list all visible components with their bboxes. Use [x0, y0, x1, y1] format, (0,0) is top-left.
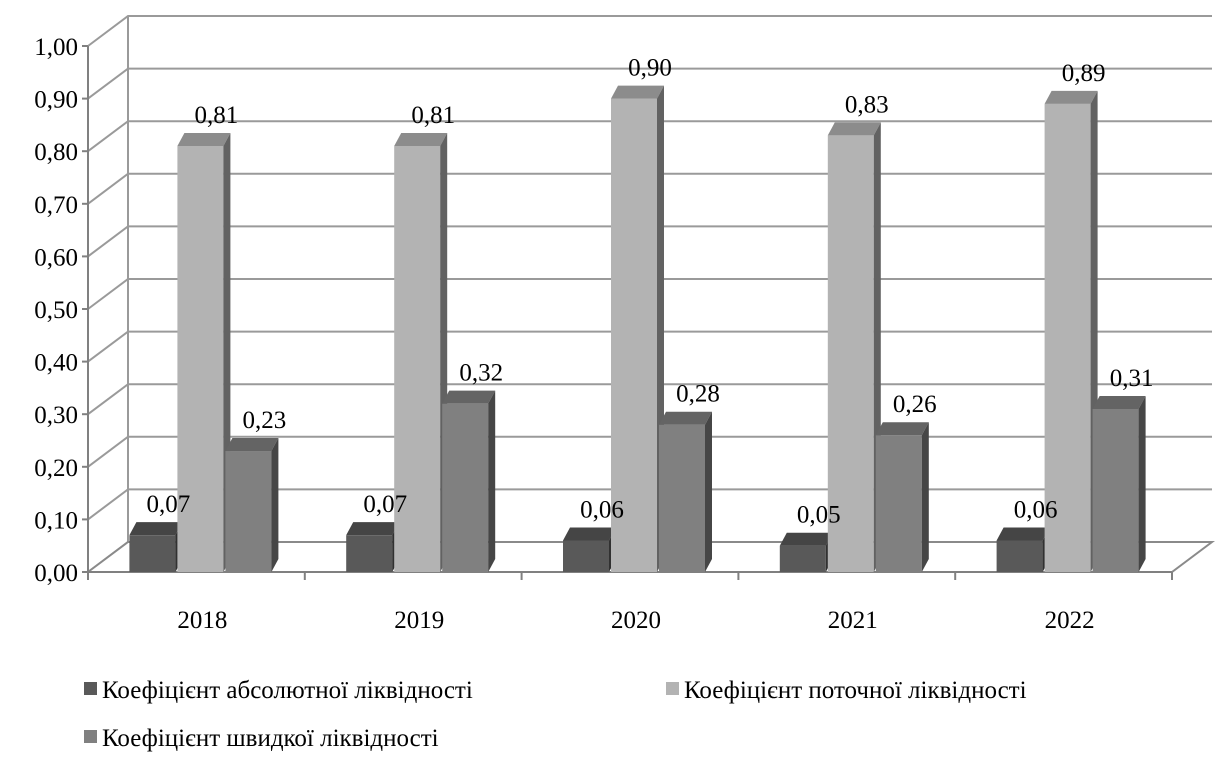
data-label: 0,81	[195, 102, 239, 129]
data-label: 0,07	[147, 491, 191, 518]
bar-front	[177, 145, 224, 572]
bar-top	[1044, 90, 1098, 104]
y-tick-label: 0,80	[34, 139, 78, 166]
y-tick-label: 1,00	[34, 34, 78, 61]
y-tick-label: 0,60	[34, 244, 78, 271]
bar-top	[177, 132, 231, 146]
bar-top	[442, 390, 496, 404]
data-label: 0,31	[1110, 365, 1154, 392]
bar-front	[346, 535, 393, 572]
bar	[611, 85, 664, 572]
bar-front	[827, 135, 874, 573]
bar-front	[394, 145, 441, 572]
bar-side	[921, 422, 929, 572]
bar	[1044, 90, 1098, 573]
bar-top	[779, 532, 833, 546]
bar-front	[611, 98, 657, 572]
x-tick-label: 2022	[1045, 607, 1095, 634]
data-label: 0,83	[845, 91, 889, 118]
legend-swatch	[84, 682, 97, 695]
bar-side	[705, 411, 712, 572]
bar-top	[827, 122, 881, 136]
bar-top	[611, 85, 664, 99]
bar-front	[1044, 103, 1091, 573]
data-label: 0,26	[893, 391, 937, 418]
bar-front	[225, 451, 272, 572]
bar-front	[563, 540, 609, 572]
bar-front	[1092, 408, 1139, 572]
data-label: 0,28	[676, 381, 720, 408]
data-label: 0,06	[1014, 496, 1058, 523]
bar-top	[875, 422, 929, 436]
bar-front	[129, 535, 176, 572]
y-tick-label: 0,90	[34, 87, 78, 114]
bar-front	[442, 403, 489, 572]
bar	[779, 532, 833, 572]
bar	[346, 522, 400, 572]
legend-entry: Коефіцієнт абсолютної ліквідності	[84, 677, 473, 704]
legend: Коефіцієнт абсолютної ліквідності Коефіці…	[84, 677, 1027, 752]
bar	[875, 422, 929, 572]
legend-label: Коефіцієнт швидкої ліквідності	[102, 725, 439, 752]
data-label: 0,90	[628, 55, 672, 82]
bar-top	[225, 438, 279, 452]
bars	[129, 85, 1146, 573]
legend-label: Коефіцієнт абсолютної ліквідності	[102, 677, 473, 704]
bar-front	[875, 435, 922, 572]
x-tick-label: 2018	[177, 607, 227, 634]
data-label: 0,05	[797, 502, 841, 529]
x-tick-label: 2021	[828, 607, 878, 634]
bar-front	[996, 540, 1043, 572]
bar-top	[563, 527, 616, 541]
data-labels: 0,07 0,81 0,23 0,07 0,81 0,32 0,06 0,90 0,28 0,05…	[147, 55, 1154, 529]
bar-front	[659, 424, 705, 572]
y-tick-label: 0,00	[34, 560, 78, 587]
bar	[177, 132, 231, 572]
legend-label: Коефіцієнт поточної ліквідності	[684, 677, 1027, 704]
y-tick-label: 0,30	[34, 402, 78, 429]
data-label: 0,23	[243, 407, 287, 434]
bar-side	[271, 438, 279, 572]
y-tick-label: 0,50	[34, 297, 78, 324]
x-tick-label: 2020	[611, 607, 661, 634]
gridline	[87, 15, 1212, 47]
bar-side	[1138, 395, 1146, 572]
bar-top	[394, 132, 448, 146]
y-tick-label: 0,70	[34, 192, 78, 219]
x-tick-label: 2019	[394, 607, 444, 634]
bar-front	[779, 545, 826, 572]
bar-top	[1092, 395, 1146, 409]
data-label: 0,07	[363, 491, 407, 518]
bar	[129, 522, 183, 572]
bar-top	[996, 527, 1050, 541]
data-label: 0,32	[459, 360, 503, 387]
bar	[442, 390, 496, 572]
bar	[659, 411, 712, 572]
y-tick-label: 0,40	[34, 350, 78, 377]
bar-top	[346, 522, 400, 536]
bar-top	[129, 522, 183, 536]
bar	[563, 527, 616, 572]
data-label: 0,89	[1062, 60, 1106, 87]
y-tick-label: 0,10	[34, 507, 78, 534]
legend-swatch	[84, 730, 97, 743]
bar-side	[488, 390, 496, 572]
legend-swatch	[666, 682, 679, 695]
bar-top	[659, 411, 712, 425]
legend-entry: Коефіцієнт швидкої ліквідності	[84, 725, 439, 752]
legend-entry: Коефіцієнт поточної ліквідності	[666, 677, 1027, 704]
bar	[225, 438, 279, 572]
data-label: 0,81	[411, 102, 455, 129]
bar	[1092, 395, 1146, 572]
y-tick-label: 0,20	[34, 455, 78, 482]
bar	[996, 527, 1050, 572]
data-label: 0,06	[580, 496, 624, 523]
